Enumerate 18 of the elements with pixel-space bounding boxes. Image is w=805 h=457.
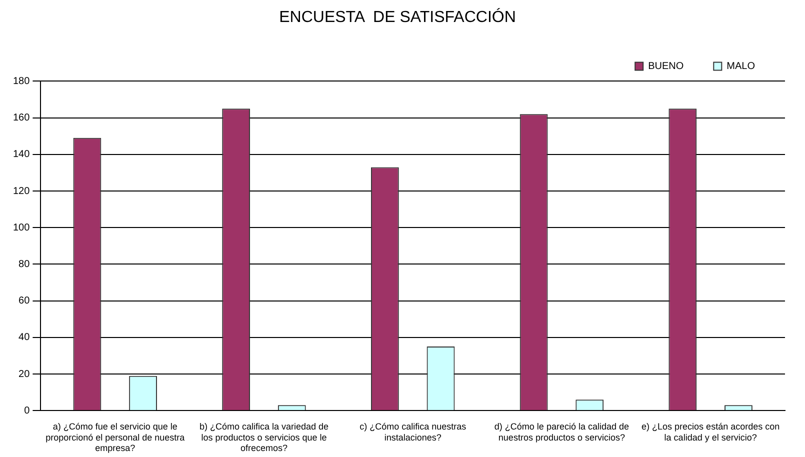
x-tick-label: e) ¿Los precios están acordes con la calidad y el servicio? — [642, 421, 780, 442]
x-tick-label: b) ¿Cómo califica la variedad de los productos o servicios que le ofrecemos? — [199, 421, 329, 454]
y-tick-label: 140 — [12, 149, 30, 160]
x-tick-label: c) ¿Cómo califica nuestras instalaciones? — [360, 421, 467, 442]
x-tick-label: a) ¿Cómo fue el servicio que le proporcionó el personal de nuestra empresa? — [46, 421, 185, 454]
y-tick-label: 100 — [12, 222, 30, 234]
y-tick-label: 180 — [12, 76, 30, 87]
y-tick-label: 40 — [18, 332, 30, 344]
y-tick-label: 80 — [18, 258, 30, 270]
legend-label: BUENO — [648, 60, 684, 72]
x-tick-label: d) ¿Cómo le pareció la calidad de nuestros productos o servicios? — [494, 421, 629, 442]
y-tick-label: 120 — [12, 186, 30, 197]
y-tick-label: 160 — [12, 112, 30, 124]
y-tick-label: 20 — [18, 368, 30, 380]
legend-label: MALO — [726, 60, 756, 72]
y-tick-label: 0 — [24, 405, 30, 416]
y-tick-label: 60 — [18, 296, 30, 307]
chart-title: ENCUESTA DE SATISFACCIÓN — [279, 8, 516, 26]
